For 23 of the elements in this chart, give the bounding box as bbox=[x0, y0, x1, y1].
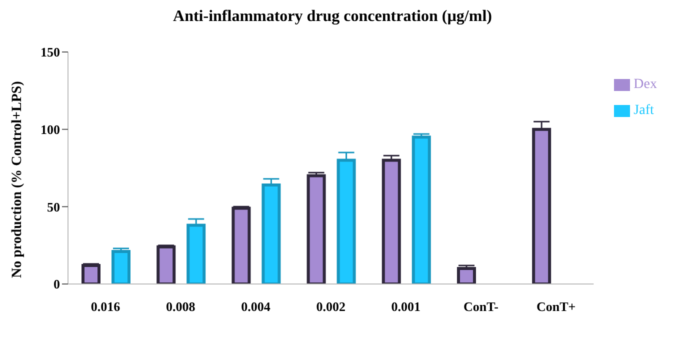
y-tick-label: 0 bbox=[54, 276, 60, 292]
x-tick-label: 0.016 bbox=[90, 299, 121, 314]
chart-title: Anti-inflammatory drug concentration (µg/ml) bbox=[172, 8, 493, 27]
bar bbox=[412, 136, 431, 284]
bar bbox=[156, 245, 176, 284]
y-tick-label: 150 bbox=[40, 44, 60, 60]
bar bbox=[112, 250, 130, 284]
bar bbox=[82, 264, 100, 284]
legend-label: Dex bbox=[634, 77, 657, 92]
legend-label: Jaft bbox=[634, 103, 654, 118]
x-tick-label: ConT+ bbox=[536, 299, 576, 314]
x-tick-label: 0.001 bbox=[391, 299, 421, 314]
x-tick-label: 0.002 bbox=[316, 299, 346, 314]
y-tick-label: 50 bbox=[47, 199, 60, 214]
y-tick-label: 100 bbox=[40, 122, 60, 137]
bar bbox=[456, 267, 476, 284]
x-tick-label: 0.008 bbox=[166, 299, 196, 314]
x-tick-label: 0.004 bbox=[241, 299, 271, 314]
y-axis-title: No production (% Control+LPS) bbox=[10, 80, 25, 278]
bar bbox=[306, 174, 326, 284]
x-tick-label: ConT- bbox=[464, 299, 498, 314]
bar bbox=[232, 206, 251, 284]
bar bbox=[382, 158, 401, 284]
